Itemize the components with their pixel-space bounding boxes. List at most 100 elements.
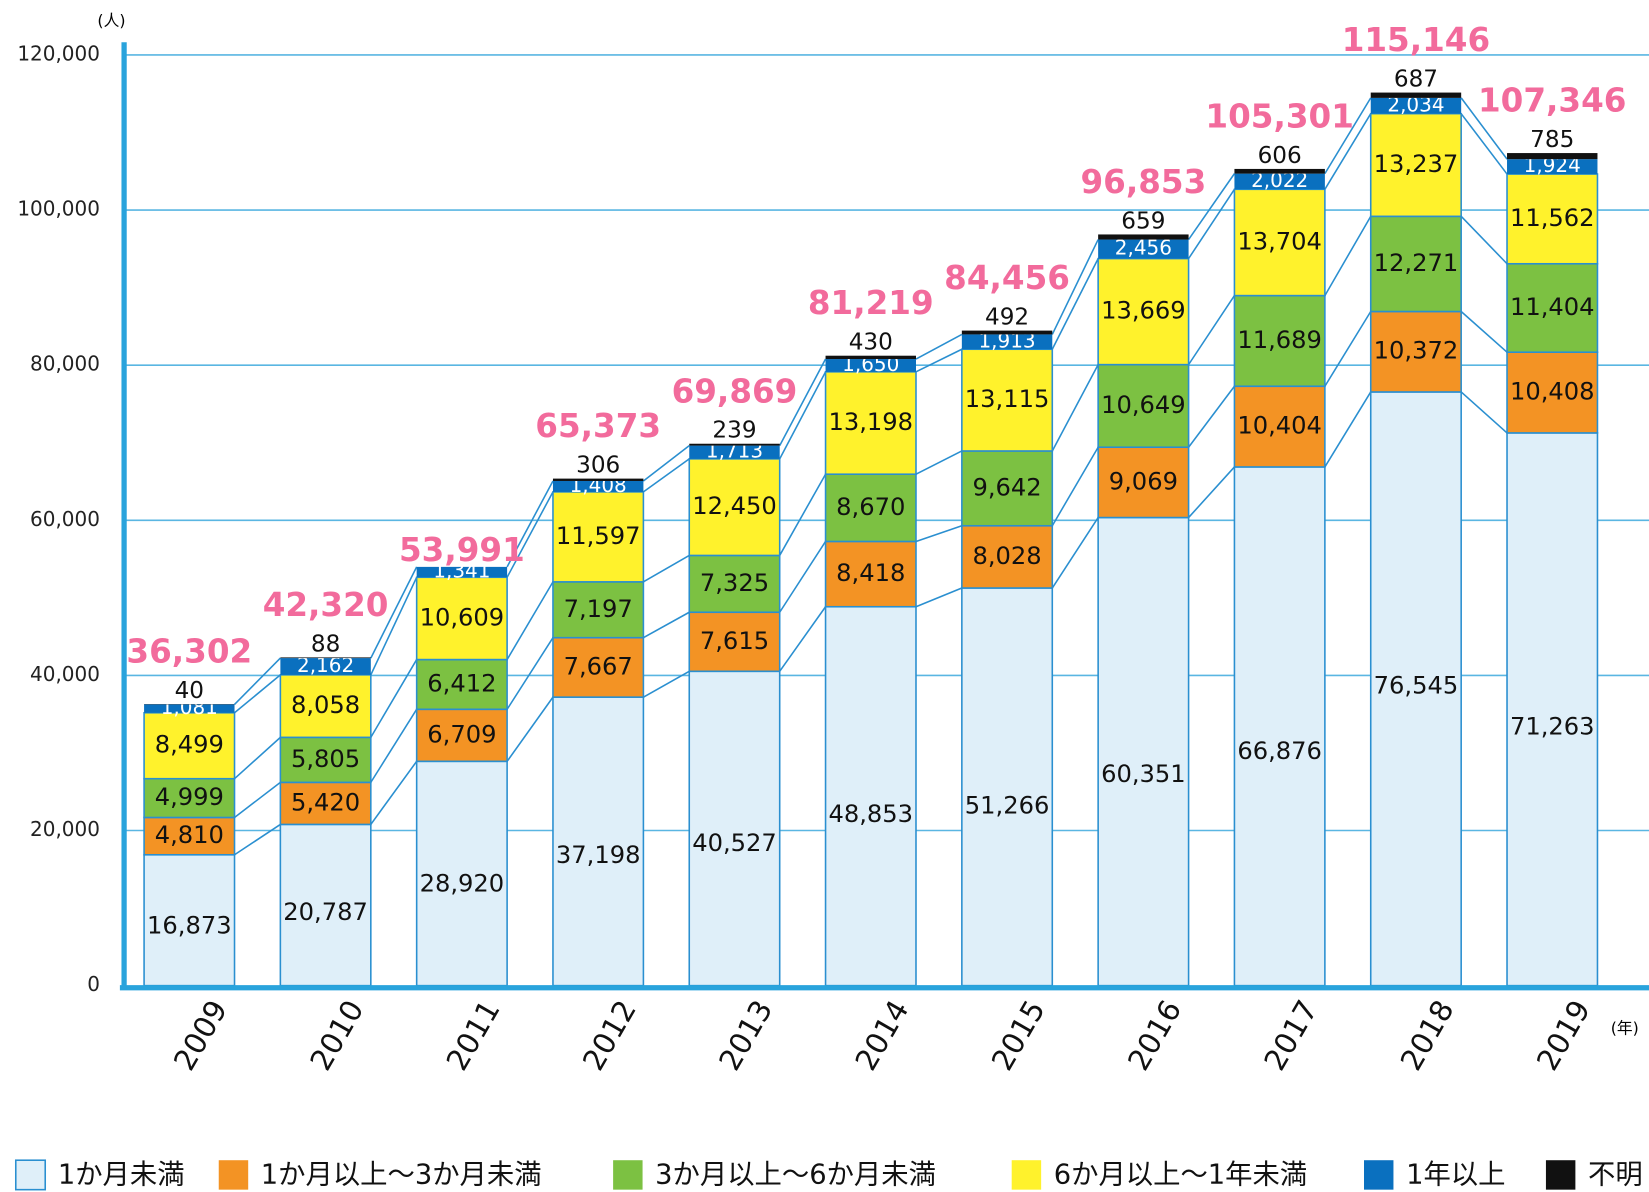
bar-segment [825, 355, 916, 360]
data-label: 76,545 [1374, 671, 1459, 699]
total-label: 69,869 [672, 372, 798, 410]
bar-segment [144, 704, 235, 713]
connector [1324, 215, 1372, 296]
data-label: 430 [849, 330, 893, 356]
bar-segment [279, 674, 372, 739]
bar-segment [688, 554, 781, 614]
data-label: 1,341 [433, 559, 490, 583]
data-label: 2,456 [1115, 236, 1172, 260]
connector [234, 823, 281, 856]
data-label: 48,853 [828, 800, 913, 828]
connector [1187, 466, 1236, 519]
bar-segment [1369, 391, 1462, 987]
connector [1187, 173, 1236, 241]
legend-swatch [14, 1159, 47, 1191]
data-label: 66,876 [1237, 737, 1322, 765]
x-tick: 2016 [1121, 994, 1188, 1076]
bar-segment [688, 458, 781, 557]
data-label: 687 [1394, 66, 1438, 92]
bar-segment [1370, 97, 1462, 114]
connector [234, 781, 281, 819]
data-label: 10,372 [1374, 337, 1459, 365]
x-tick: 2015 [985, 994, 1052, 1076]
data-label: 8,499 [155, 731, 224, 759]
connector [1187, 295, 1236, 366]
x-tick-label: 2017 [1258, 994, 1325, 1076]
bar-segment [415, 658, 508, 711]
bar-segment [1097, 516, 1190, 987]
connector [1051, 239, 1099, 335]
connector [506, 491, 554, 578]
bar-segment [1097, 257, 1190, 366]
data-label: 13,115 [965, 385, 1050, 413]
connector [915, 333, 963, 360]
bar-segment [416, 566, 508, 578]
data-label: 1,713 [706, 439, 763, 463]
data-label: 60,351 [1101, 760, 1186, 788]
total-label: 65,373 [535, 407, 661, 445]
data-label: 51,266 [965, 792, 1050, 820]
connector [915, 450, 963, 475]
total-label: 36,302 [126, 633, 252, 671]
bar-segment [143, 853, 236, 987]
x-tick: 2011 [440, 994, 507, 1076]
data-label: 11,597 [556, 522, 641, 550]
y-unit: (人) [97, 11, 125, 30]
connector [1460, 113, 1508, 175]
connector [1460, 97, 1508, 160]
connector [1324, 391, 1372, 468]
x-unit: (年) [1611, 1018, 1639, 1037]
x-tick-label: 2016 [1121, 994, 1188, 1076]
total-label: 84,456 [944, 259, 1070, 297]
connector [233, 657, 281, 705]
data-label: 13,198 [828, 408, 913, 436]
data-label: 8,670 [836, 493, 905, 521]
data-label: 11,404 [1510, 293, 1595, 321]
bar-segment [552, 491, 645, 583]
data-label: 40,527 [692, 829, 777, 857]
connector [506, 637, 554, 710]
x-tick-label: 2019 [1530, 994, 1597, 1076]
connector [915, 587, 963, 608]
bar-segment [1507, 153, 1598, 160]
bar-segment [688, 611, 781, 673]
connector [779, 473, 827, 556]
bar-segment [1506, 262, 1599, 353]
data-label: 88 [311, 631, 340, 657]
data-label: 20,787 [283, 898, 368, 926]
connector [1460, 391, 1508, 434]
total-label: 107,346 [1478, 82, 1626, 120]
data-label: 7,667 [564, 652, 633, 680]
bar-segment [961, 348, 1054, 452]
bar-segment [961, 524, 1054, 589]
data-label: 11,562 [1510, 204, 1595, 232]
total-label: 105,301 [1205, 97, 1353, 135]
bar-segment [824, 371, 917, 475]
x-tick: 2013 [712, 994, 779, 1076]
data-label: 8,418 [836, 559, 905, 587]
bar-segment [1507, 159, 1598, 175]
bar-segment [1369, 112, 1462, 218]
data-label: 7,325 [700, 569, 769, 597]
data-label: 1,081 [161, 695, 218, 719]
connector [1187, 188, 1236, 260]
connector [1051, 517, 1099, 589]
data-label: 40 [175, 678, 204, 704]
total-label: 42,320 [263, 586, 389, 624]
connector [370, 566, 418, 659]
bar-segment [825, 359, 916, 372]
data-label: 12,450 [692, 492, 777, 520]
data-label: 8,058 [291, 691, 360, 719]
data-label: 13,669 [1101, 297, 1186, 325]
connector [506, 696, 554, 762]
connector [1187, 385, 1236, 448]
data-label: 13,237 [1374, 150, 1459, 178]
legend-label: 6か月以上～1年未満 [1054, 1159, 1307, 1190]
connector [1051, 258, 1099, 350]
x-tick: 2012 [576, 994, 643, 1076]
bar-segment [552, 581, 645, 639]
bar-segment [1098, 234, 1189, 240]
data-label: 4,999 [155, 783, 224, 811]
y-tick-label: 100,000 [17, 197, 100, 221]
